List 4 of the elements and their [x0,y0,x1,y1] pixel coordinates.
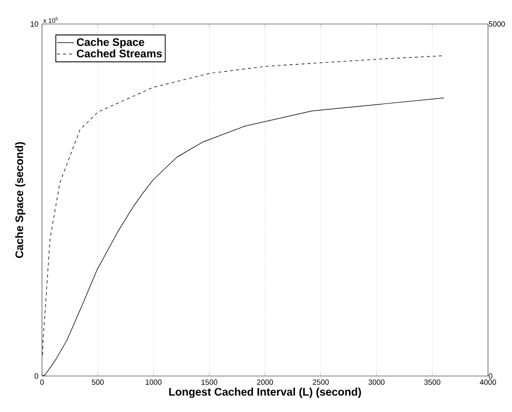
legend-label: Cached Streams [76,49,162,58]
legend-label: Cache Space [76,38,144,48]
x-axis-title: Longest Cached Interval (L) (second) [169,388,361,398]
y-axis-title: Cache Space (second) [15,142,26,258]
